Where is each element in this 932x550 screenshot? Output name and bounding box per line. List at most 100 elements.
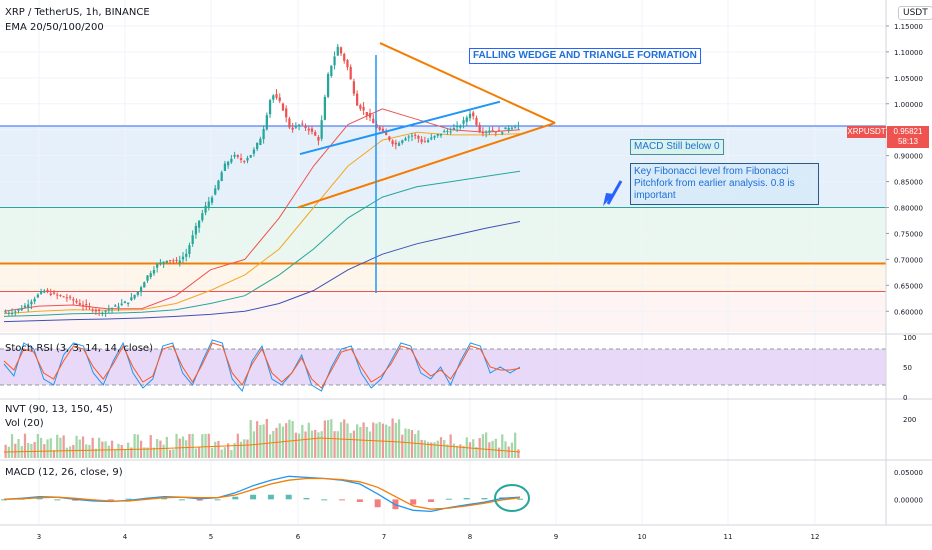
candle-body — [62, 296, 65, 298]
candle-body — [439, 133, 443, 136]
volume-bar — [123, 450, 127, 458]
volume-bar — [246, 439, 249, 458]
candle-body — [304, 126, 307, 129]
pattern-annotation[interactable]: FALLING WEDGE AND TRIANGLE FORMATION — [469, 48, 701, 64]
candle-body — [326, 73, 330, 97]
volume-bar — [426, 441, 430, 458]
candle-body — [172, 260, 175, 262]
volume-bar — [410, 430, 414, 458]
volume-bar — [488, 442, 491, 458]
volume-bar — [10, 434, 14, 458]
macd-histogram-bar — [232, 496, 239, 500]
volume-bar — [243, 439, 246, 458]
volume-bar — [194, 448, 198, 458]
volume-bar — [191, 433, 194, 458]
candle-body — [252, 149, 256, 154]
price-tick-label: 0.90000 — [894, 153, 923, 161]
candle-body — [407, 136, 410, 138]
candle-body — [333, 56, 336, 66]
volume-bar — [391, 418, 394, 458]
candle-body — [94, 310, 98, 312]
volume-bar — [165, 436, 168, 458]
volume-bar — [317, 432, 320, 458]
volume-bar — [172, 449, 175, 458]
candle-body — [33, 298, 36, 302]
candle-body — [323, 96, 327, 120]
volume-bar — [314, 429, 317, 458]
volume-bar — [294, 432, 297, 458]
candle-body — [88, 306, 91, 308]
volume-bar — [501, 434, 504, 458]
volume-bar — [378, 422, 381, 458]
candle-body — [159, 262, 162, 265]
candle-body — [139, 287, 143, 293]
macd-histogram-bar — [178, 499, 185, 501]
candle-body — [468, 113, 472, 119]
candle-body — [307, 128, 310, 131]
candle-body — [4, 312, 7, 314]
volume-bar — [301, 424, 304, 458]
candle-body — [430, 137, 433, 140]
macd-histogram-bar — [107, 499, 114, 501]
stoch-k-line — [3, 339, 521, 393]
macd-histogram-bar — [267, 494, 274, 500]
fib-zone-green — [0, 207, 886, 264]
macd-histogram-bar — [303, 498, 310, 500]
candle-body — [330, 65, 333, 76]
volume-bar — [256, 421, 259, 458]
candle-body — [127, 302, 130, 304]
macd-histogram-bar — [1, 499, 7, 501]
volume-bar — [462, 445, 465, 458]
volume-bar — [197, 446, 201, 458]
candle-body — [510, 127, 514, 129]
macd-histogram-bar — [285, 494, 292, 500]
volume-bar — [233, 443, 236, 458]
candle-body — [59, 295, 62, 297]
candle-body — [143, 282, 146, 288]
candle-body — [98, 309, 101, 312]
volume-bar — [365, 426, 368, 458]
last-price-value: 0.95821 58:13 — [887, 126, 929, 148]
volume-bar — [310, 430, 314, 458]
candle-body — [414, 134, 417, 136]
volume-bar — [346, 423, 349, 458]
stoch-tick-label: 100 — [903, 334, 916, 342]
volume-bar — [430, 442, 433, 458]
volume-bar — [210, 447, 214, 458]
volume-bar — [339, 422, 343, 458]
candle-body — [72, 299, 75, 301]
candle-body — [56, 294, 59, 296]
volume-bar — [285, 423, 288, 458]
volume-bar — [265, 418, 268, 458]
arrow-shaft — [606, 180, 623, 205]
candle-body — [494, 131, 497, 133]
volume-bar — [446, 444, 449, 458]
macd-line — [3, 475, 521, 513]
macd-note-annotation[interactable]: MACD Still below 0 — [630, 139, 724, 155]
time-tick-label: 12 — [811, 533, 820, 541]
macd-signal-line — [3, 477, 521, 510]
candle-body — [85, 304, 88, 306]
candle-body — [165, 260, 168, 263]
candle-body — [446, 130, 449, 132]
volume-bar — [49, 438, 52, 458]
candle-body — [356, 93, 359, 106]
fib-note-annotation[interactable]: Key Fibonacci level from Fibonacci Pitch… — [630, 163, 819, 205]
candle-body — [281, 103, 285, 111]
time-tick-label: 11 — [724, 533, 733, 541]
volume-bar — [423, 440, 426, 458]
volume-bar — [204, 433, 207, 458]
volume-bar — [23, 433, 27, 458]
candle-body — [43, 290, 46, 293]
candle-body — [297, 124, 301, 127]
volume-bar — [4, 444, 7, 458]
volume-bar — [304, 431, 307, 458]
candle-body — [10, 312, 14, 314]
fib-zone-red — [0, 291, 886, 332]
currency-button[interactable]: USDT — [898, 6, 932, 20]
macd-histogram-bar — [410, 499, 417, 505]
volume-bar — [359, 426, 362, 458]
volume-bar — [85, 444, 88, 458]
volume-bar — [414, 434, 417, 458]
